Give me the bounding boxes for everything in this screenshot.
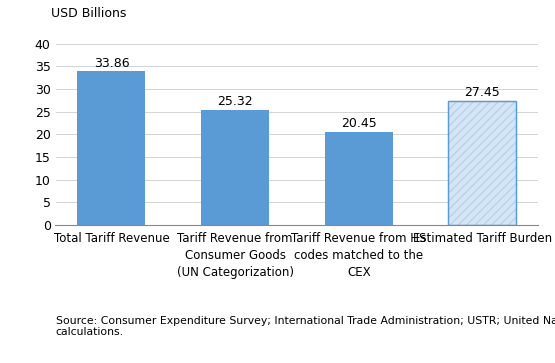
Bar <box>325 132 393 225</box>
Text: USD Billions: USD Billions <box>51 7 126 20</box>
Text: Source: Consumer Expenditure Survey; International Trade Administration; USTR; U: Source: Consumer Expenditure Survey; Int… <box>56 316 555 338</box>
Bar <box>448 101 516 225</box>
Bar <box>448 101 516 225</box>
Bar <box>201 110 269 225</box>
Text: 33.86: 33.86 <box>94 57 129 70</box>
Bar <box>78 72 145 225</box>
Text: 20.45: 20.45 <box>341 118 377 130</box>
Text: 27.45: 27.45 <box>465 86 500 99</box>
Text: 25.32: 25.32 <box>218 95 253 108</box>
